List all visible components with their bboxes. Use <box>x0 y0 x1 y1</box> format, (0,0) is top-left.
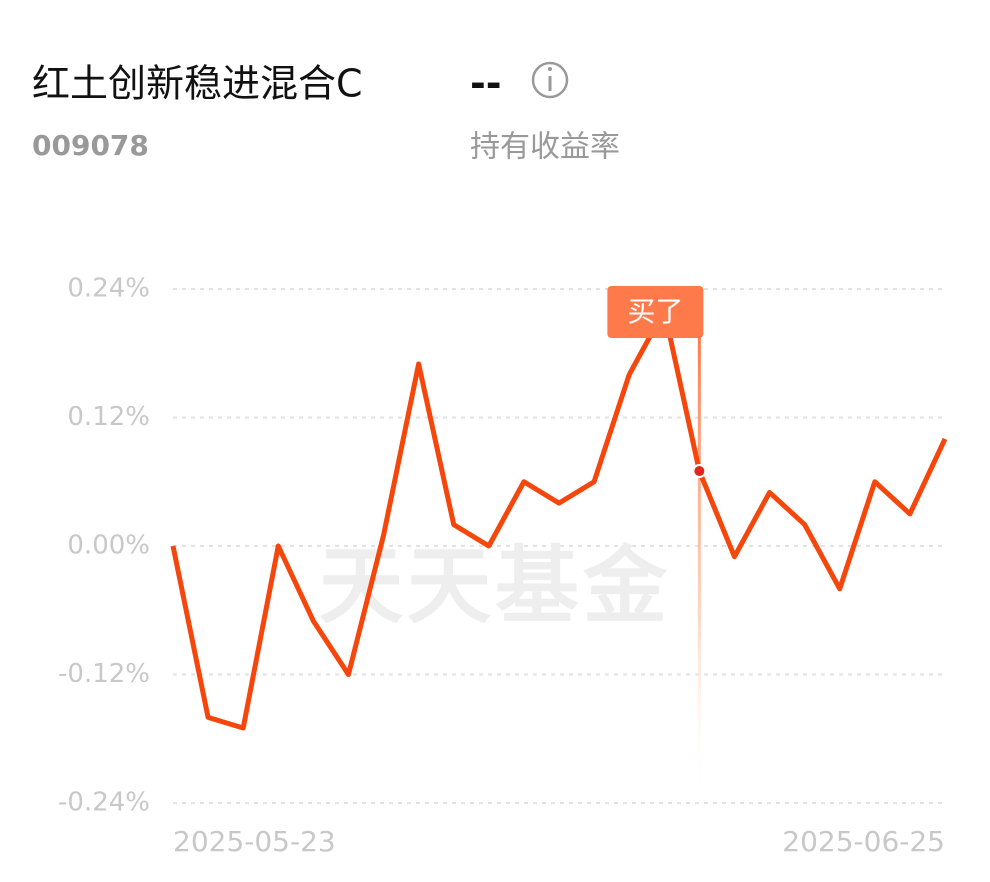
y-tick-label: 0.24% <box>67 274 150 304</box>
line <box>170 307 948 731</box>
y-tick-label: -0.24% <box>58 788 150 818</box>
x-tick-label: 2025-06-25 <box>782 825 945 858</box>
y-tick-label: 0.00% <box>67 531 150 561</box>
return-value: -- <box>470 62 502 106</box>
x-tick-label: 2025-05-23 <box>173 825 336 858</box>
buy-badge <box>607 286 704 338</box>
y-tick-label: -0.12% <box>58 659 150 689</box>
buy-point <box>692 464 707 479</box>
fund-code: 009078 <box>32 129 149 162</box>
fund-title: 红土创新稳进混合C <box>32 62 363 106</box>
metric-label: 持有收益率 <box>470 130 620 165</box>
y-tick-label: 0.12% <box>67 402 150 432</box>
buy-label: 买了 <box>627 295 683 328</box>
buy-line <box>697 335 701 800</box>
info-icon[interactable] <box>531 61 569 99</box>
